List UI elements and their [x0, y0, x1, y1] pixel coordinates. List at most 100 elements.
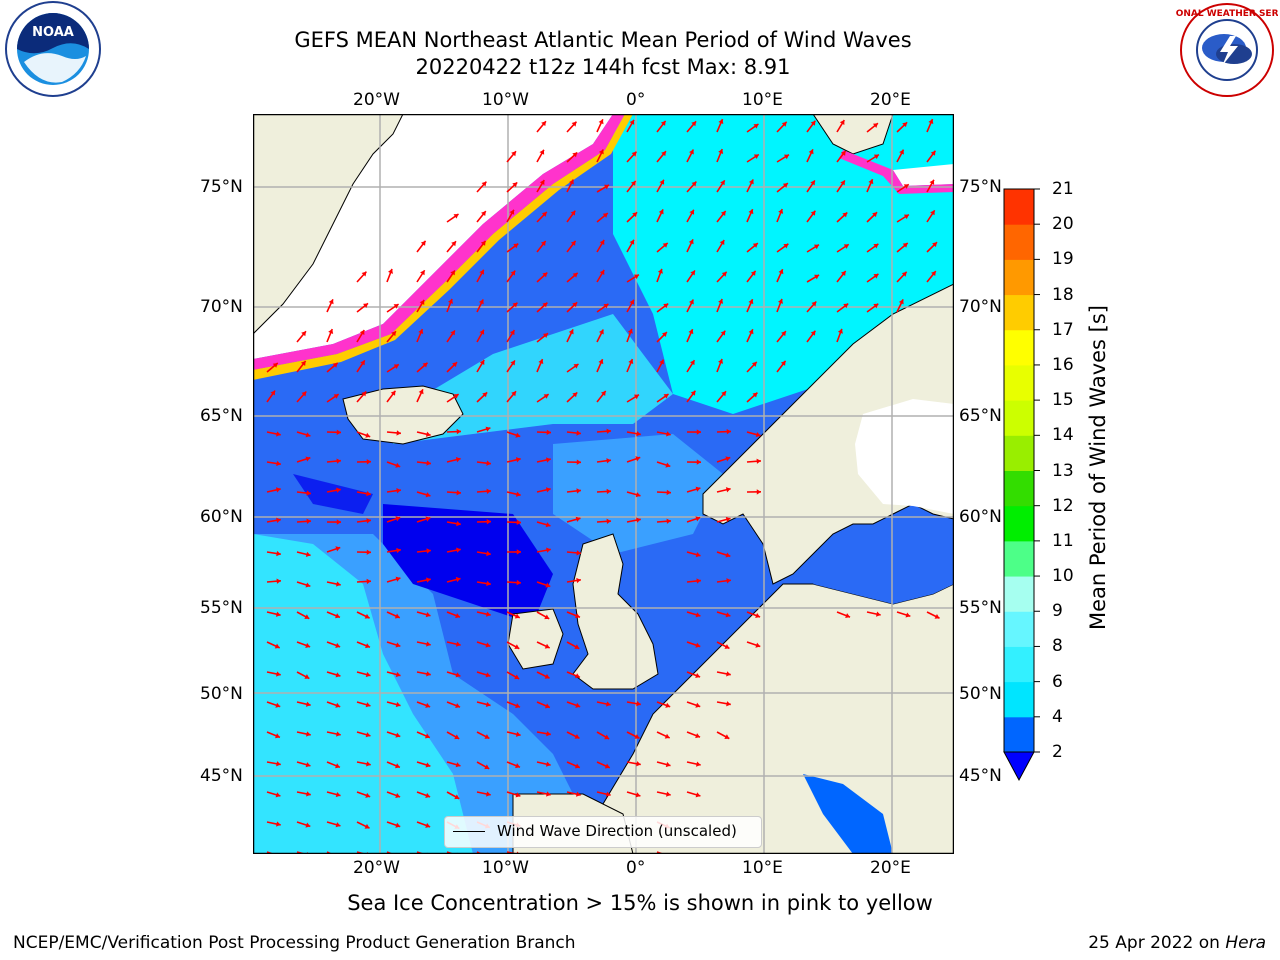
wind-arrow-head: [425, 612, 431, 618]
wind-arrow-head: [665, 761, 671, 768]
wind-arrow-head: [486, 488, 491, 494]
wind-arrow-head: [695, 761, 701, 767]
wind-arrow-head: [514, 674, 520, 680]
wind-arrow-head: [305, 642, 311, 648]
greenland-land: [253, 114, 404, 335]
wind-arrow-head: [606, 701, 611, 707]
wind-arrow-head: [512, 182, 518, 188]
wind-arrow-head: [598, 359, 604, 365]
wind-arrow-head: [396, 488, 401, 494]
wind-arrow-head: [544, 614, 550, 620]
wind-arrow-head: [572, 302, 578, 308]
wind-arrow-head: [666, 489, 671, 496]
wind-arrow-head: [420, 270, 425, 276]
wind-arrow-head: [811, 301, 817, 307]
wind-arrow-head: [783, 243, 789, 249]
map-subtitle: 20220422 t12z 144h fcst Max: 8.91: [415, 55, 791, 79]
wind-arrow-head: [538, 359, 544, 365]
wind-arrow-head: [928, 119, 934, 125]
footer-host: Hera: [1225, 933, 1266, 953]
wind-arrow-head: [726, 701, 731, 707]
colorbar-segment: [1004, 505, 1034, 542]
wind-arrow-head: [606, 518, 611, 525]
wind-arrow-head: [513, 243, 519, 249]
wind-arrow-head: [276, 671, 281, 677]
wind-arrow-head: [333, 394, 339, 399]
wind-arrow-head: [753, 154, 759, 160]
wind-arrow-head: [748, 179, 754, 185]
wind-arrow-head: [361, 391, 367, 397]
baltic-sea: [813, 534, 954, 604]
wind-arrow-head: [603, 303, 609, 309]
wind-arrow-head: [479, 269, 485, 275]
wind-arrow-head: [840, 180, 845, 186]
wind-arrow-head: [395, 792, 401, 798]
wind-arrow-head: [336, 519, 341, 525]
wind-arrow-head: [364, 823, 370, 829]
ocean-zone-cyan-norwegian: [393, 314, 673, 444]
wind-arrow-head: [695, 792, 701, 798]
noaa-logo: NOAA: [5, 1, 101, 97]
lon-tick-top: 10°E: [742, 90, 783, 110]
wind-arrow-head: [456, 547, 461, 553]
wind-arrow-head: [481, 211, 486, 217]
wind-arrow-head: [666, 431, 671, 437]
wind-arrow-head: [365, 732, 371, 738]
wind-arrow-head: [569, 179, 574, 185]
wind-arrow-head: [636, 431, 641, 437]
wind-arrow-head: [751, 361, 757, 367]
wind-arrow-head: [931, 271, 936, 277]
wind-arrow-head: [572, 392, 578, 398]
wind-arrow-head: [546, 791, 551, 797]
wind-arrow-head: [632, 212, 638, 218]
wind-arrow-head: [810, 180, 815, 186]
colorbar-tick-label: 13: [1052, 460, 1074, 481]
wind-arrow-head: [272, 363, 278, 368]
wind-arrow-head: [691, 121, 697, 127]
wind-arrow-head: [456, 428, 461, 435]
wind-arrow-head: [395, 701, 401, 708]
wind-arrow-head: [395, 822, 401, 828]
colorbar-segment: [1004, 470, 1034, 507]
colorbar-tick-label: 15: [1052, 390, 1074, 411]
wind-arrow-head: [420, 240, 426, 246]
colorbar-tick-label: 2: [1052, 742, 1063, 762]
wind-arrow-head: [572, 272, 578, 278]
lon-tick-bottom: 20°E: [870, 858, 911, 878]
wind-arrow-head: [633, 274, 639, 280]
wind-arrow-head: [515, 703, 521, 709]
wind-arrow-head: [663, 394, 669, 399]
wind-arrow-head: [635, 492, 641, 498]
colorbar-segment: [1004, 576, 1034, 612]
wind-arrow-head: [810, 330, 816, 336]
wind-arrow-head: [301, 391, 307, 397]
wind-arrow-head: [336, 487, 341, 493]
wind-arrow-head: [748, 299, 754, 305]
wind-arrow-head: [479, 329, 485, 335]
wind-arrow-head: [813, 244, 819, 250]
wind-arrow-head: [755, 642, 761, 648]
wind-arrow-head: [663, 303, 669, 309]
wind-arrow-head: [756, 489, 761, 495]
footer-date-text: 25 Apr 2022 on: [1088, 933, 1220, 953]
wind-arrow-head: [335, 702, 341, 708]
wind-arrow-head: [365, 702, 371, 708]
colorbar-segment: [1004, 611, 1034, 647]
wind-arrow-head: [726, 671, 731, 677]
lat-tick-left: 45°N: [200, 766, 243, 786]
wind-arrow-head: [276, 431, 281, 437]
wind-arrow-head: [452, 362, 457, 368]
wind-arrow-head: [778, 269, 784, 275]
wind-arrow-head: [543, 394, 549, 399]
lon-tick-top: 10°W: [482, 90, 529, 110]
wind-arrow-head: [720, 180, 725, 186]
wind-arrow-head: [541, 121, 546, 127]
wind-arrow-head: [606, 458, 611, 464]
wind-arrow-head: [725, 552, 731, 558]
colorbar-tick-label: 10: [1052, 566, 1074, 587]
wind-arrow-head: [574, 734, 580, 739]
wind-arrow-head: [598, 119, 604, 125]
wind-arrow-head: [335, 546, 341, 552]
wind-arrow-head: [359, 330, 365, 336]
wind-arrow-head: [542, 272, 548, 278]
